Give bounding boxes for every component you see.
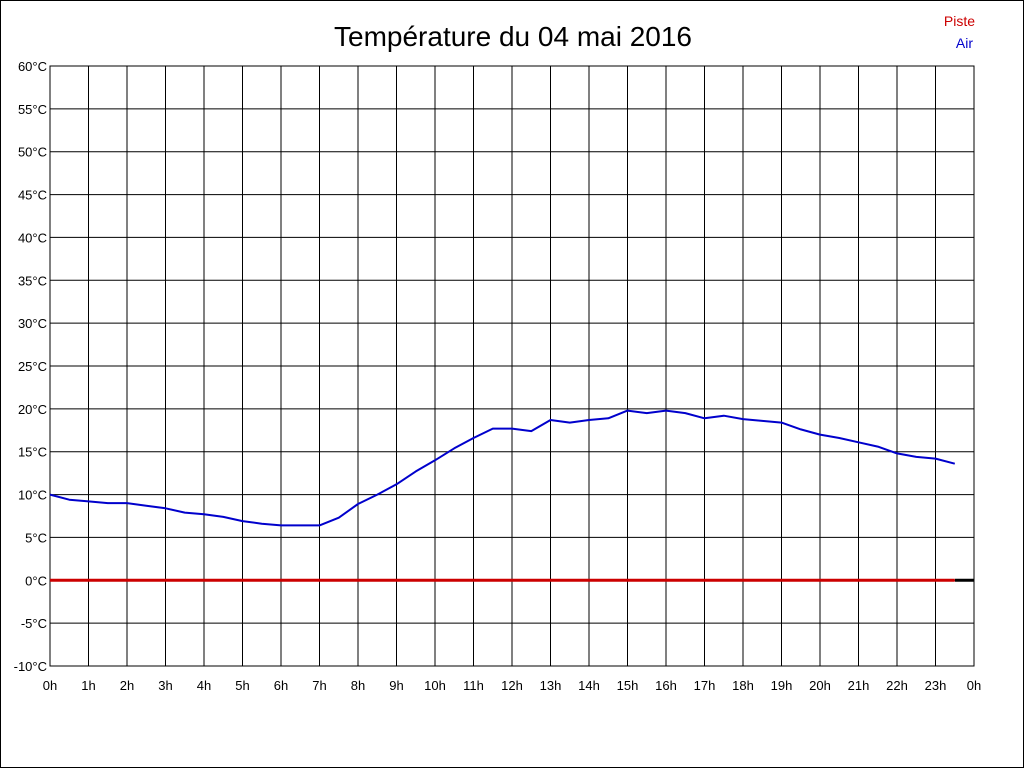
y-tick-label: 40°C [18, 230, 47, 245]
x-tick-label: 11h [463, 678, 484, 693]
x-tick-label: 8h [351, 678, 365, 693]
x-tick-label: 19h [771, 678, 793, 693]
y-tick-label: 35°C [18, 273, 47, 288]
y-tick-label: 20°C [18, 402, 47, 417]
y-tick-label: 15°C [18, 445, 47, 460]
x-tick-label: 20h [809, 678, 831, 693]
legend: Piste Air [944, 13, 975, 51]
y-tick-label: 5°C [25, 530, 47, 545]
x-tick-label: 15h [617, 678, 639, 693]
x-tick-label: 12h [501, 678, 523, 693]
x-tick-label: 0h [43, 678, 57, 693]
y-tick-label: 50°C [18, 145, 47, 160]
legend-item-air: Air [956, 35, 973, 51]
series-line-air [49, 409, 956, 527]
y-tick-label: 10°C [18, 488, 47, 503]
x-tick-label: 10h [424, 678, 446, 693]
x-tick-label: 6h [274, 678, 288, 693]
x-axis-tick-labels: 0h 1h 2h 3h 4h 5h 6h 7h 8h 9h 10h 11h 12h 13h 14h 15h 16… [43, 678, 981, 693]
plot-area-border [49, 65, 975, 667]
y-tick-label: 30°C [18, 316, 47, 331]
y-tick-label: -10°C [14, 659, 47, 674]
x-tick-label: 5h [235, 678, 249, 693]
x-tick-label: 17h [694, 678, 716, 693]
y-axis-tick-labels: -10°C -5°C 0°C 5°C 10°C 15°C 20°C 25°C 30°C 35°C 4… [14, 59, 47, 674]
x-tick-label: 18h [732, 678, 754, 693]
x-tick-label: 1h [81, 678, 95, 693]
series-lines [49, 409, 956, 582]
y-tick-label: 25°C [18, 359, 47, 374]
grid-lines [49, 65, 975, 667]
x-tick-label: 3h [158, 678, 172, 693]
x-tick-label: 2h [120, 678, 134, 693]
chart-title: Température du 04 mai 2016 [334, 21, 692, 52]
legend-item-piste: Piste [944, 13, 975, 29]
x-tick-label: 22h [886, 678, 908, 693]
y-tick-label: -5°C [21, 616, 47, 631]
x-tick-label: 7h [312, 678, 326, 693]
y-tick-label: 45°C [18, 188, 47, 203]
y-tick-label: 60°C [18, 59, 47, 74]
y-tick-label: 55°C [18, 102, 47, 117]
x-tick-label: 14h [578, 678, 600, 693]
x-tick-label: 0h [967, 678, 981, 693]
x-tick-label: 9h [389, 678, 403, 693]
y-tick-label: 0°C [25, 573, 47, 588]
x-tick-label: 21h [848, 678, 870, 693]
x-tick-label: 13h [540, 678, 562, 693]
x-tick-label: 16h [655, 678, 677, 693]
x-tick-label: 4h [197, 678, 211, 693]
x-tick-label: 23h [925, 678, 947, 693]
